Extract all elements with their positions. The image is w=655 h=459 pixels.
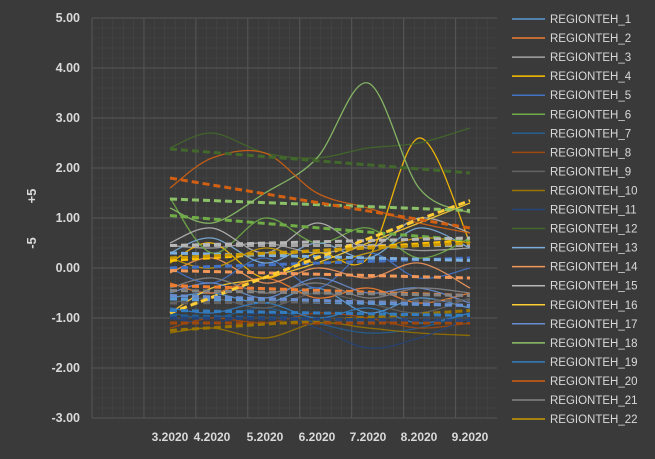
y-tick-label: -1.00: [52, 311, 81, 325]
y-tick-label: 2.00: [56, 161, 80, 175]
series-line-regionteh_2: [169, 277, 471, 304]
trend-line-regionteh_11: [169, 316, 471, 322]
trend-line-regionteh_21: [169, 289, 471, 297]
series-line-regionteh_21: [169, 277, 471, 299]
trend-lines: [169, 147, 471, 332]
trend-line-regionteh_20: [169, 176, 471, 230]
x-tick-label: 4.2020: [194, 430, 231, 444]
legend-entry: REGIONTEH_3: [550, 52, 631, 64]
y-tick-label: 5.00: [56, 11, 80, 25]
x-tick-label: 6.2020: [299, 430, 336, 444]
trend-line-regionteh_17: [169, 294, 471, 307]
trend-line-regionteh_5: [169, 256, 471, 270]
legend-entry: REGIONTEH_22: [550, 414, 638, 426]
series-line-regionteh_11: [169, 312, 471, 349]
legend-entry: REGIONTEH_16: [550, 300, 638, 312]
legend-entry: REGIONTEH_21: [550, 395, 638, 407]
legend-entry: REGIONTEH_17: [550, 319, 638, 331]
x-tick-label: 7.2020: [350, 430, 387, 444]
trend-line-regionteh_2: [169, 284, 471, 297]
y-axis-label-negative: -5: [24, 237, 39, 249]
legend-entry: REGIONTEH_20: [550, 376, 638, 388]
y-tick-label: 4.00: [56, 61, 80, 75]
trend-line-regionteh_12: [169, 147, 471, 175]
y-tick-label: 3.00: [56, 111, 80, 125]
legend-entry: REGIONTEH_15: [550, 281, 638, 293]
legend: REGIONTEH_1 REGIONTEH_2 REGIONTEH_3 REGIONT…: [512, 14, 638, 426]
legend-entry: REGIONTEH_13: [550, 243, 638, 255]
trend-line-regionteh_19: [169, 309, 471, 317]
x-tick-label: 5.2020: [247, 430, 284, 444]
trend-line-regionteh_14: [169, 269, 471, 280]
trend-line-regionteh_10: [169, 309, 471, 332]
legend-entry: REGIONTEH_19: [550, 357, 638, 369]
legend-entry: REGIONTEH_5: [550, 90, 631, 102]
trend-line-regionteh_4: [169, 239, 471, 262]
legend-entry: REGIONTEH_18: [550, 338, 638, 350]
legend-entry: REGIONTEH_9: [550, 166, 631, 178]
trend-line-regionteh_15: [169, 236, 471, 247]
y-tick-label: -2.00: [52, 361, 81, 375]
legend-entry: REGIONTEH_6: [550, 109, 631, 121]
legend-entry: REGIONTEH_2: [550, 33, 631, 45]
legend-entry: REGIONTEH_1: [550, 14, 631, 26]
x-tick-label: 8.2020: [401, 430, 438, 444]
legend-entry: REGIONTEH_12: [550, 224, 638, 236]
legend-entry: REGIONTEH_10: [550, 185, 638, 197]
trend-line-regionteh_9: [169, 299, 471, 305]
trend-line-regionteh_6: [169, 214, 471, 242]
series-line-regionteh_20: [169, 149, 471, 234]
y-tick-label: 0.00: [56, 261, 80, 275]
series-line-regionteh_18: [169, 82, 471, 224]
trend-line-regionteh_1: [169, 297, 471, 307]
y-axis: 5.00 4.00 3.00 2.00 1.00 0.00 -1.00 -2.00 -3.00: [52, 11, 81, 425]
x-tick-label: 9.2020: [452, 430, 489, 444]
y-axis-label-positive: +5: [24, 189, 39, 204]
series-line-regionteh_15: [169, 217, 471, 254]
x-axis: 3.2020 4.2020 5.2020 6.2020 7.2020 8.2020 9.20…: [152, 430, 489, 444]
trend-line-regionteh_22: [169, 241, 471, 260]
x-tick-label: 3.2020: [152, 430, 189, 444]
trend-line-regionteh_7: [169, 314, 471, 325]
legend-entry: REGIONTEH_4: [550, 71, 632, 83]
trend-line-regionteh_18: [169, 197, 471, 212]
legend-entry: REGIONTEH_14: [550, 262, 638, 274]
legend-entry: REGIONTEH_11: [550, 205, 637, 217]
legend-entry: REGIONTEH_8: [550, 147, 631, 159]
y-tick-label: -3.00: [52, 411, 81, 425]
legend-entry: REGIONTEH_7: [550, 128, 631, 140]
grid: [91, 17, 497, 419]
y-tick-label: 1.00: [56, 211, 80, 225]
series-line-regionteh_14: [169, 257, 471, 289]
